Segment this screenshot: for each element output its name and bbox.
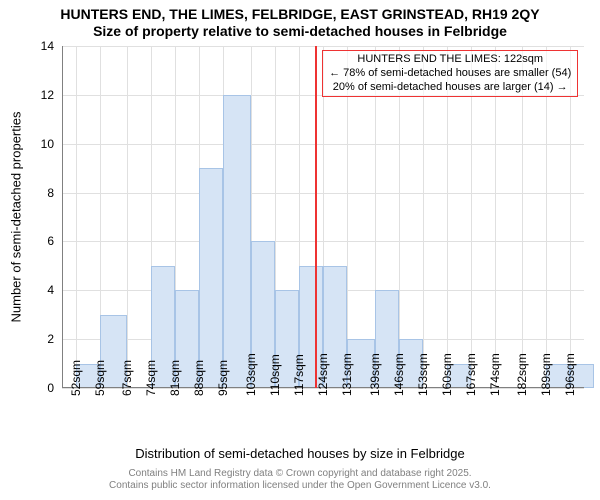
histogram-bar <box>223 95 250 388</box>
chart-title-line2: Size of property relative to semi-detach… <box>0 23 600 40</box>
grid-line-vertical <box>495 46 496 388</box>
y-tick-label: 12 <box>41 88 54 102</box>
grid-line-vertical <box>399 46 400 388</box>
grid-line-vertical <box>447 46 448 388</box>
y-tick-label: 2 <box>47 332 54 346</box>
grid-line-vertical <box>471 46 472 388</box>
property-size-histogram: HUNTERS END, THE LIMES, FELBRIDGE, EAST … <box>0 0 600 500</box>
reference-line <box>315 46 317 388</box>
y-tick-label: 6 <box>47 234 54 248</box>
grid-line-vertical <box>423 46 424 388</box>
grid-line-vertical <box>127 46 128 388</box>
chart-titles: HUNTERS END, THE LIMES, FELBRIDGE, EAST … <box>0 6 600 40</box>
y-axis-label: Number of semi-detached properties <box>9 112 24 323</box>
annotation-line3: 20% of semi-detached houses are larger (… <box>329 81 571 95</box>
annotation-line2: ← 78% of semi-detached houses are smalle… <box>329 67 571 81</box>
grid-line-vertical <box>570 46 571 388</box>
y-tick-label: 10 <box>41 137 54 151</box>
plot-area: HUNTERS END THE LIMES: 122sqm← 78% of se… <box>62 46 584 388</box>
x-axis-label: Distribution of semi-detached houses by … <box>0 446 600 461</box>
annotation-line1: HUNTERS END THE LIMES: 122sqm <box>329 53 571 67</box>
annotation-box: HUNTERS END THE LIMES: 122sqm← 78% of se… <box>322 50 578 97</box>
chart-title-line1: HUNTERS END, THE LIMES, FELBRIDGE, EAST … <box>0 6 600 23</box>
y-tick-label: 0 <box>47 381 54 395</box>
footer-line2: Contains public sector information licen… <box>0 480 600 492</box>
y-tick-label: 8 <box>47 186 54 200</box>
grid-line-vertical <box>76 46 77 388</box>
grid-line-vertical <box>347 46 348 388</box>
y-tick-label: 4 <box>47 283 54 297</box>
footer-line1: Contains HM Land Registry data © Crown c… <box>0 468 600 480</box>
histogram-bar <box>199 168 223 388</box>
grid-line-vertical <box>522 46 523 388</box>
grid-line-vertical <box>546 46 547 388</box>
y-tick-label: 14 <box>41 39 54 53</box>
y-axis-line <box>62 46 63 388</box>
chart-footer: Contains HM Land Registry data © Crown c… <box>0 468 600 491</box>
